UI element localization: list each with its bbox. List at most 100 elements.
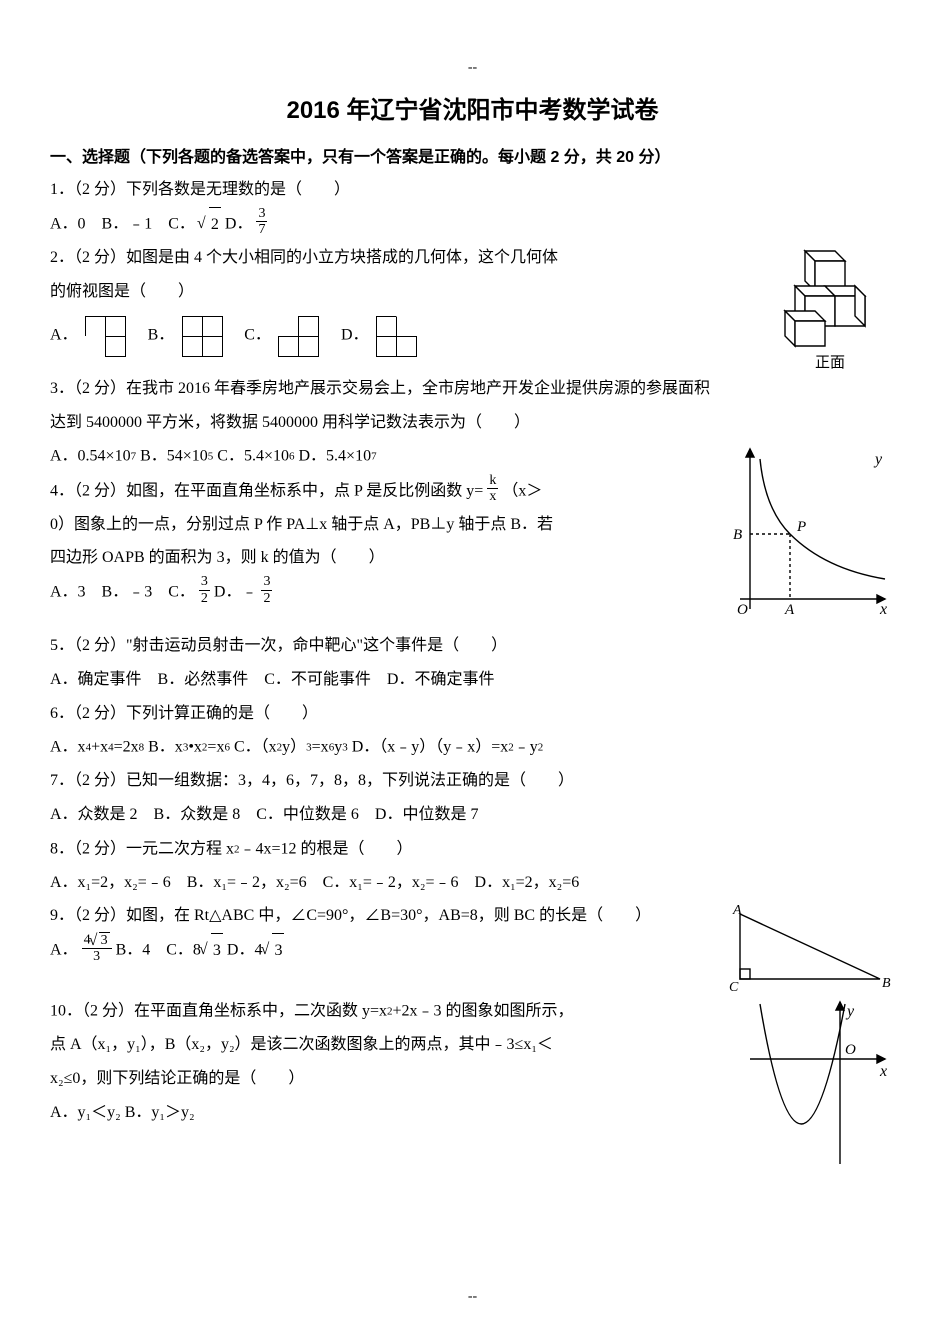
fraction-icon: 3 7 xyxy=(256,206,267,238)
q2-figure: 正面 xyxy=(765,241,895,372)
q4-c-num: 3 xyxy=(199,574,210,590)
q2-opt-b: B． xyxy=(148,316,227,356)
sqrt-icon: 2 xyxy=(199,207,221,242)
q4-c-den: 2 xyxy=(199,591,210,606)
q8-stem-post: ﹣4x=12 的根是（ ） xyxy=(240,840,413,857)
q6-a-exp3: 8 xyxy=(139,742,145,754)
origin-label: O xyxy=(845,1042,856,1058)
q10-l1-pre: 10．（2 分）在平面直角坐标系中，二次函数 y=x xyxy=(50,1003,387,1020)
q4-d-num: 3 xyxy=(261,574,272,590)
axis-y-label: y xyxy=(845,1003,855,1020)
q6-b-1: B．x xyxy=(148,739,183,756)
fraction-icon: 43 3 xyxy=(82,932,112,965)
hyperbola-diagram-icon: y x O A B P xyxy=(725,439,895,629)
q9-d-pre: D．4 xyxy=(227,941,263,958)
q9-d-rad: 3 xyxy=(272,933,284,968)
q2-opt-d-label: D． xyxy=(341,327,369,344)
q9-figure: A C B xyxy=(725,899,895,994)
vertex-c-label: C xyxy=(729,980,739,994)
q3-stem-1: 3．（2 分）在我市 2016 年春季房地产展示交易会上，全市房地产开发企业提供… xyxy=(50,372,895,406)
point-p-label: P xyxy=(796,519,806,535)
q9-a-den: 3 xyxy=(82,949,112,964)
q6-c-2: y） xyxy=(282,739,306,756)
q2-opt-a: A． xyxy=(50,316,130,356)
axis-y-label: y xyxy=(873,451,883,468)
q4-figure: y x O A B P xyxy=(725,439,895,629)
point-b-label: B xyxy=(733,527,742,543)
q3-b-exp: 5 xyxy=(208,451,214,463)
origin-label: O xyxy=(737,602,748,618)
page-title: 2016 年辽宁省沈阳市中考数学试卷 xyxy=(50,90,895,125)
q6-c-3: =x xyxy=(312,739,329,756)
q2-opt-c: C． xyxy=(244,316,323,356)
q3-b-pre: B．54×10 xyxy=(140,448,208,465)
right-triangle-icon: A C B xyxy=(725,899,895,994)
fraction-icon: 3 2 xyxy=(199,574,210,606)
cube-diagram-icon xyxy=(765,241,885,351)
grid-2x2-icon xyxy=(182,316,222,356)
q3-d-pre: D．5.4×10 xyxy=(299,448,372,465)
q4-opts-d: D．﹣ xyxy=(214,583,258,600)
q4-d-den: 2 xyxy=(261,591,272,606)
q7-options: A．众数是 2 B．众数是 8 C．中位数是 6 D．中位数是 7 xyxy=(50,798,895,832)
q4-l1-pre: 4．（2 分）如图，在平面直角坐标系中，点 P 是反比例函数 y= xyxy=(50,482,483,499)
header-mark: -- xyxy=(468,60,477,76)
q6-stem: 6．（2 分）下列计算正确的是（ ） xyxy=(50,697,895,731)
vertex-a-label: A xyxy=(732,903,742,918)
q2-options-row: A． B． C． D． xyxy=(50,316,755,356)
sqrt-icon: 3 xyxy=(201,933,223,968)
q4-opts-a: A．3 B．﹣3 C． xyxy=(50,583,195,600)
axis-x-label: x xyxy=(879,601,887,618)
q10-l1-post: +2x﹣3 的图象如图所示， xyxy=(393,1003,574,1020)
axis-x-label: x xyxy=(879,1063,887,1080)
q3-a-exp: 7 xyxy=(131,451,137,463)
q1-opt-d-label: D． xyxy=(225,215,253,232)
q8-stem: 8．（2 分）一元二次方程 x2﹣4x=12 的根是（ ） xyxy=(50,832,895,866)
q2-opt-a-label: A． xyxy=(50,327,78,344)
q10-figure: y x O xyxy=(745,994,895,1169)
q9-b: B．4 C．8 xyxy=(116,941,201,958)
q1-frac-den: 7 xyxy=(256,222,267,237)
q3-d-exp: 7 xyxy=(371,451,377,463)
section-1-head: 一、选择题（下列各题的备选答案中，只有一个答案是正确的。每小题 2 分，共 20… xyxy=(50,143,895,167)
q9-a-num-rad: 3 xyxy=(99,932,110,948)
q6-b-2: •x xyxy=(188,739,202,756)
footer-mark: -- xyxy=(468,1289,477,1305)
q6-a-1: A．x xyxy=(50,739,86,756)
q9-c-rad: 3 xyxy=(211,933,223,968)
q3-c-exp: 6 xyxy=(289,451,295,463)
q4-frac-num: k xyxy=(487,473,498,489)
q6-c-1: C．（x xyxy=(234,739,277,756)
grid-2x2-icon xyxy=(279,316,319,356)
q2-front-label: 正面 xyxy=(765,351,895,372)
q8-options: A．x₁=2，x₂=﹣6 B．x₁=﹣2，x₂=6 C．x₁=﹣2，x₂=﹣6 … xyxy=(50,866,895,900)
q3-c-pre: C．5.4×10 xyxy=(217,448,289,465)
grid-2x2-icon xyxy=(377,316,417,356)
q8-stem-pre: 8．（2 分）一元二次方程 x xyxy=(50,840,234,857)
q6-c-exp4: 3 xyxy=(342,742,348,754)
grid-2x2-icon xyxy=(86,316,126,356)
q1-opt-ab-text: A．0 B．﹣1 C． xyxy=(50,215,195,232)
q6-a-2: +x xyxy=(91,739,108,756)
q6-d-2: ﹣y xyxy=(514,739,538,756)
q2-opt-d: D． xyxy=(341,316,421,356)
sqrt-icon: 3 xyxy=(91,932,110,948)
parabola-diagram-icon: y x O xyxy=(745,994,895,1169)
q9-a-num: 43 xyxy=(82,932,112,949)
q5-options: A．确定事件 B．必然事件 C．不可能事件 D．不确定事件 xyxy=(50,663,895,697)
fraction-icon: 3 2 xyxy=(261,574,272,606)
q1-stem: 1．（2 分）下列各数是无理数的是（ ） xyxy=(50,173,895,207)
q6-c-4: y xyxy=(334,739,342,756)
q3-a-pre: A．0.54×10 xyxy=(50,448,131,465)
q6-b-3: =x xyxy=(207,739,224,756)
q1-frac-num: 3 xyxy=(256,206,267,222)
q2-opt-c-label: C． xyxy=(244,327,271,344)
point-a-label: A xyxy=(784,602,795,618)
q7-stem: 7．（2 分）已知一组数据：3，4，6，7，8，8，下列说法正确的是（ ） xyxy=(50,764,895,798)
q6-d-exp2: 2 xyxy=(538,742,544,754)
sqrt-icon: 3 xyxy=(262,933,284,968)
vertex-b-label: B xyxy=(882,976,891,991)
q2-opt-b-label: B． xyxy=(148,327,175,344)
fraction-icon: k x xyxy=(487,473,498,505)
q6-options: A．x4+x4=2x8 B．x3•x2=x6 C．（x2y）3=x6y3 D．（… xyxy=(50,730,895,764)
